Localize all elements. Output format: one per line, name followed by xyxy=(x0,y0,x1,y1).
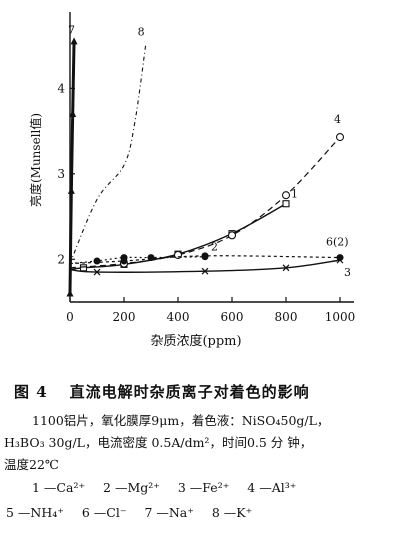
data-point xyxy=(281,191,291,200)
data-point xyxy=(69,110,77,117)
series-label: 6(2) xyxy=(326,236,349,249)
legend-item: 8 —K⁺ xyxy=(211,505,253,520)
legend-item: 5 —NH₄⁺ xyxy=(6,505,64,520)
x-tick-label: 0 xyxy=(66,310,74,324)
y-tick-label: 3 xyxy=(57,167,65,181)
data-point xyxy=(70,37,78,45)
legend-row-1: 1 —Ca²⁺ 2 —Mg²⁺ 3 —Fe²⁺ 4 —Al³⁺ xyxy=(32,480,310,495)
series-line-1 xyxy=(69,203,287,271)
legend-item: 1 —Ca²⁺ xyxy=(32,480,86,495)
data-point xyxy=(173,250,183,260)
figure-number: 图 4 xyxy=(14,383,48,401)
x-axis-label: 杂质浓度(ppm) xyxy=(150,333,241,349)
legend-item: 7 —Na⁺ xyxy=(144,505,194,520)
legend-item: 4 —Al³⁺ xyxy=(247,480,297,495)
series-line-8 xyxy=(69,45,147,264)
data-point xyxy=(201,267,209,275)
series-label: 4 xyxy=(334,113,341,126)
legend-row-2: 5 —NH₄⁺ 6 —Cl⁻ 7 —Na⁺ 8 —K⁺ xyxy=(6,505,266,520)
data-point xyxy=(67,186,75,194)
series-label: 1 xyxy=(291,188,298,201)
legend-item: 6 —Cl⁻ xyxy=(81,505,127,520)
data-point xyxy=(336,254,344,262)
data-point xyxy=(282,200,290,208)
legend-item: 2 —Mg²⁺ xyxy=(103,480,160,495)
data-point xyxy=(93,257,101,265)
axes xyxy=(69,12,354,303)
x-tick-label: 800 xyxy=(275,310,298,324)
data-point xyxy=(120,257,128,265)
series-line-4 xyxy=(69,136,341,269)
caption-line-1: 1100铝片，氧化膜厚9μm，着色液：NiSO₄50g/L， xyxy=(32,413,330,428)
data-point xyxy=(93,268,101,276)
series-label: 3 xyxy=(344,266,351,279)
data-point xyxy=(79,264,88,272)
series-layer: 1 2 3 4 6(2) 7 8 xyxy=(66,23,351,297)
x-ticks: 0 200 400 600 800 1000 xyxy=(66,297,355,324)
x-tick-label: 600 xyxy=(221,310,244,324)
legend-item: 3 —Fe²⁺ xyxy=(177,480,230,495)
figure-caption-title: 图 4 直流电解时杂质离子对着色的影响 xyxy=(14,381,406,402)
data-point xyxy=(201,252,209,260)
x-tick-label: 400 xyxy=(167,310,190,324)
y-axis-label: 亮度(Munsell值) xyxy=(28,113,43,207)
data-point xyxy=(66,289,74,297)
data-point xyxy=(335,133,345,142)
caption-line-3: 温度22℃ xyxy=(4,457,59,472)
caption-line-2: H₃BO₃ 30g/L，电流密度 0.5A/dm²，时间0.5 分 钟， xyxy=(4,435,313,450)
x-tick-label: 200 xyxy=(113,310,136,324)
series-line-7 xyxy=(68,41,76,294)
y-tick-label: 4 xyxy=(57,81,65,95)
x-tick-label: 1000 xyxy=(325,310,356,324)
series-label: 7 xyxy=(68,23,75,36)
data-point xyxy=(282,264,290,272)
figure-title: 直流电解时杂质离子对着色的影响 xyxy=(69,383,310,401)
y-tick-label: 2 xyxy=(57,252,65,266)
data-point xyxy=(227,231,237,240)
chart-area: 0 200 400 600 800 1000 2 3 4 1 2 3 4 6(2) 7 8 杂质浓度(pp… xyxy=(28,12,355,349)
series-label: 8 xyxy=(138,26,145,39)
series-label: 2 xyxy=(211,241,218,254)
